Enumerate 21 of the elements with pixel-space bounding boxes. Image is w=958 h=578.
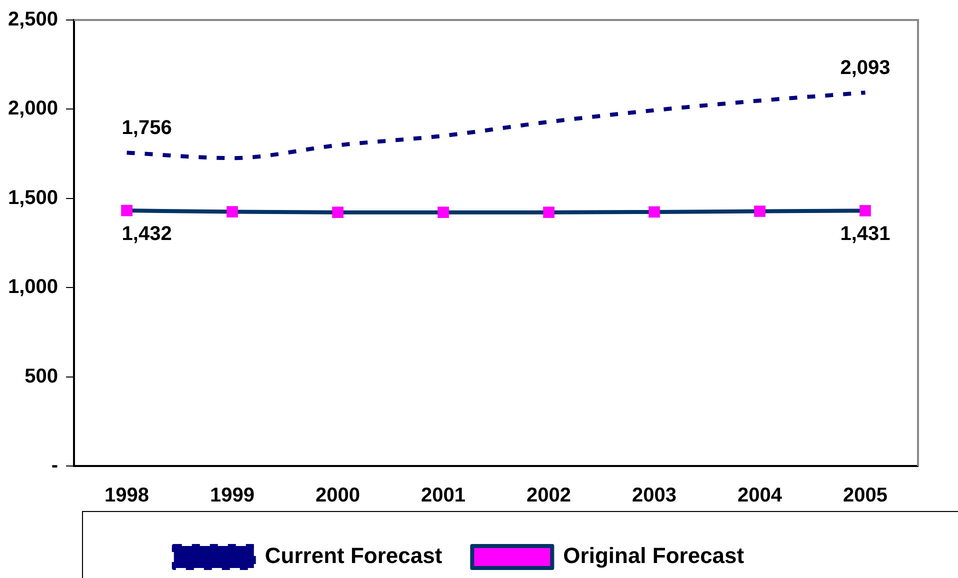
x-tick-label: 2002	[526, 484, 572, 507]
legend-label: Current Forecast	[264, 543, 443, 568]
x-tick-label: 2001	[421, 484, 466, 507]
x-tick-label: 2003	[632, 484, 677, 507]
y-tick-label: -	[51, 454, 58, 477]
y-tick-label: 1,000	[8, 276, 58, 298]
data-label: 2,093	[840, 57, 890, 80]
x-tick-label: 1998	[104, 484, 150, 507]
data-label: 1,431	[840, 223, 890, 246]
x-tick-label: 2005	[843, 484, 888, 507]
x-tick-label: 1999	[210, 484, 255, 507]
y-tick-label: 2,500	[8, 8, 58, 31]
data-label: 1,432	[122, 223, 172, 246]
y-tick-label: 500	[24, 365, 58, 388]
legend-label: Original Forecast	[563, 543, 745, 568]
data-label: 1,756	[122, 117, 172, 140]
line-series	[124, 90, 868, 160]
x-tick-label: 2000	[316, 484, 360, 507]
x-tick-label: 2004	[738, 484, 783, 507]
y-tick-label: 1,500	[8, 186, 58, 209]
y-tick-label: 2,000	[8, 98, 58, 120]
